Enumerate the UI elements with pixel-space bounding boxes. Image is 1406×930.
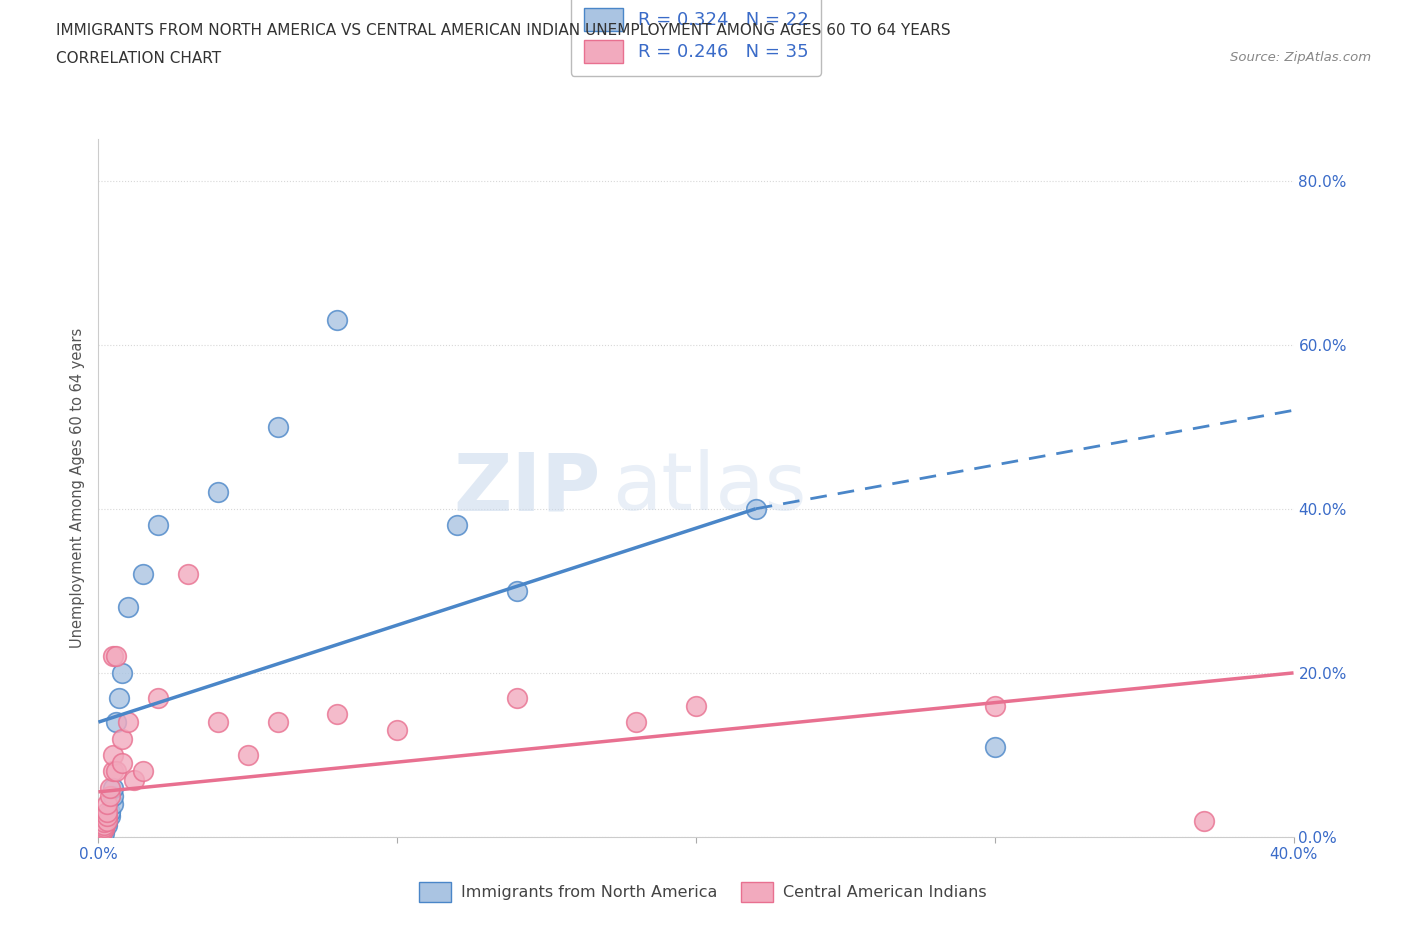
Text: ZIP: ZIP [453, 449, 600, 527]
Point [93, 815, 115, 830]
Point [132, 764, 155, 778]
Point [1192, 813, 1215, 828]
Legend: R = 0.324   N = 22, R = 0.246   N = 35: R = 0.324 N = 22, R = 0.246 N = 35 [571, 0, 821, 75]
Point [685, 698, 707, 713]
Point [93, 819, 115, 834]
Point [103, 649, 125, 664]
Point [111, 731, 134, 746]
Text: IMMIGRANTS FROM NORTH AMERICA VS CENTRAL AMERICAN INDIAN UNEMPLOYMENT AMONG AGES: IMMIGRANTS FROM NORTH AMERICA VS CENTRAL… [56, 23, 950, 38]
Point [93, 826, 115, 841]
Point [506, 583, 529, 598]
Point [103, 780, 125, 795]
Point [117, 600, 139, 615]
Point [177, 567, 200, 582]
Point [626, 714, 648, 729]
Point [148, 518, 170, 533]
Y-axis label: Unemployment Among Ages 60 to 64 years: Unemployment Among Ages 60 to 64 years [70, 328, 86, 648]
Point [105, 714, 128, 729]
Legend: Immigrants from North America, Central American Indians: Immigrants from North America, Central A… [413, 876, 993, 908]
Point [326, 312, 349, 327]
Point [103, 797, 125, 812]
Point [100, 809, 122, 824]
Point [90, 828, 112, 843]
Point [93, 821, 115, 836]
Point [984, 698, 1007, 713]
Point [96, 809, 118, 824]
Point [100, 789, 122, 804]
Point [100, 780, 122, 795]
Point [103, 748, 125, 763]
Point [105, 764, 128, 778]
Point [96, 813, 118, 828]
Point [132, 567, 155, 582]
Text: CORRELATION CHART: CORRELATION CHART [56, 51, 221, 66]
Point [745, 501, 768, 516]
Point [103, 789, 125, 804]
Point [93, 817, 115, 832]
Point [96, 817, 118, 832]
Point [90, 826, 112, 841]
Point [267, 714, 290, 729]
Point [236, 748, 259, 763]
Point [100, 805, 122, 820]
Point [93, 821, 115, 836]
Point [385, 723, 409, 737]
Point [105, 649, 128, 664]
Point [446, 518, 468, 533]
Text: Source: ZipAtlas.com: Source: ZipAtlas.com [1230, 51, 1371, 64]
Point [506, 690, 529, 705]
Point [124, 772, 146, 787]
Point [103, 764, 125, 778]
Point [108, 690, 131, 705]
Point [96, 813, 118, 828]
Point [117, 714, 139, 729]
Point [96, 805, 118, 820]
Point [90, 823, 112, 838]
Text: atlas: atlas [613, 449, 807, 527]
Point [96, 797, 118, 812]
Point [267, 419, 290, 434]
Point [111, 756, 134, 771]
Point [207, 485, 229, 499]
Point [326, 707, 349, 722]
Point [111, 666, 134, 681]
Point [207, 714, 229, 729]
Point [984, 739, 1007, 754]
Point [148, 690, 170, 705]
